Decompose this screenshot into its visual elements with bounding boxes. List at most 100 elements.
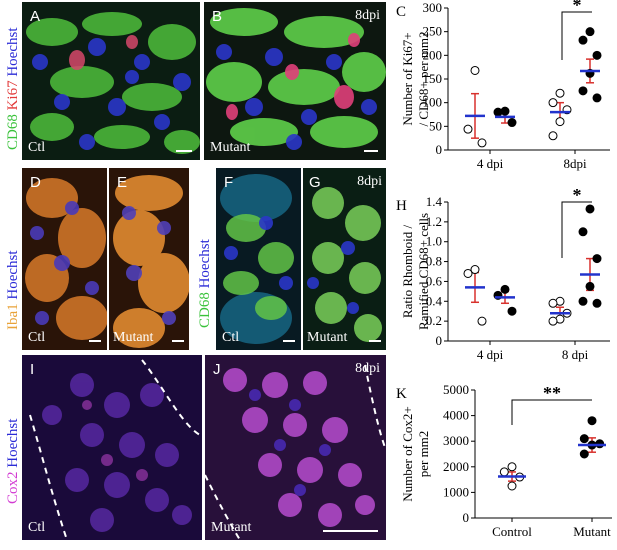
data-point-control [470, 65, 480, 75]
panel-label: K [396, 386, 407, 402]
stain-cox2: Cox2 [5, 471, 21, 504]
panel-label-j: J [213, 361, 221, 378]
data-point-mutant [592, 298, 602, 308]
y-tick-label: 200 [423, 47, 443, 62]
stain-cd68: CD68 [197, 292, 213, 328]
data-point-control [477, 138, 487, 148]
data-point-mutant [585, 281, 595, 291]
data-point-mutant [592, 254, 602, 264]
data-point-control [477, 316, 487, 326]
data-point-control [507, 481, 517, 491]
row1-stain-label: CD68 Ki67 Hoechst [5, 28, 22, 151]
stain-hoechst: Hoechst [5, 27, 21, 77]
data-point-control [499, 467, 509, 477]
y-axis-label-line1: Ratio Rhomboid / [400, 225, 415, 319]
data-point-mutant [578, 86, 588, 96]
data-point-mutant [592, 50, 602, 60]
panel-label-b: B [212, 8, 223, 25]
data-point-mutant [578, 296, 588, 306]
condition-label-e: Mutant [113, 330, 154, 345]
data-point-mutant [579, 449, 589, 459]
data-point-mutant [592, 93, 602, 103]
scale-bar-j [323, 530, 378, 532]
data-point-control [555, 117, 565, 127]
y-axis-label-line2: / CD68+ per mm2 [416, 31, 431, 126]
stain-cd68: CD68 [5, 114, 21, 150]
y-tick-label: 0.6 [426, 273, 443, 288]
scale-bar-f [283, 340, 295, 342]
scale-bar-g [369, 340, 381, 342]
y-tick-label: 0.8 [426, 254, 442, 269]
y-tick-label: 50 [429, 118, 442, 133]
micrograph-panel-a: A Ctl [22, 2, 200, 160]
y-tick-label: 250 [423, 24, 443, 39]
condition-label-f: Ctl [222, 330, 240, 345]
x-tick-label: 4 dpi [477, 347, 504, 362]
y-axis-label-group: Ratio Rhomboid / Ramified CD68+ cells [400, 213, 431, 330]
panel-label-d: D [30, 174, 41, 191]
chart-k-cox2: K Number of Cox2+ per mm2 0 1000 2000 3000 4000… [396, 382, 612, 539]
stain-hoechst: Hoechst [197, 239, 213, 289]
y-tick-label: 100 [423, 95, 443, 110]
data-point-control [548, 98, 558, 108]
data-point-mutant [595, 439, 605, 449]
y-tick-label: 0 [436, 333, 443, 348]
data-point-mutant [578, 227, 588, 237]
data-point-control [507, 462, 517, 472]
data-point-mutant [585, 204, 595, 214]
y-axis-label-line1: Number of Ki67+ [400, 32, 415, 125]
stain-hoechst: Hoechst [5, 418, 21, 468]
significance-bracket [561, 201, 592, 258]
data-point-control [548, 316, 558, 326]
y-tick-label: 2000 [443, 459, 469, 474]
y-tick-label: 300 [423, 0, 443, 15]
panel-label-i: I [30, 361, 35, 378]
data-point-mutant [579, 434, 589, 444]
significance-marker: ** [543, 383, 561, 403]
data-point-mutant [493, 107, 503, 117]
scale-bar-a [176, 150, 192, 152]
y-tick-label: 1000 [443, 484, 469, 499]
time-label-j: 8dpi [355, 361, 380, 376]
y-tick-label: 0.2 [426, 313, 442, 328]
y-tick-label: 4000 [443, 408, 469, 423]
y-tick-label: 5000 [443, 382, 469, 397]
y-axis-label-line1: Number of Cox2+ [400, 406, 415, 501]
stain-iba1: Iba1 [5, 303, 21, 330]
row3-stain-label: Cox2 Hoechst [5, 419, 22, 504]
data-point-mutant [585, 27, 595, 37]
y-tick-label: 0 [463, 510, 470, 525]
y-tick-label: 1.2 [426, 214, 442, 229]
panel-label: C [396, 4, 406, 20]
significance-marker: * [573, 185, 582, 205]
stain-ki67: Ki67 [5, 80, 21, 111]
data-point-mutant [587, 416, 597, 426]
micrograph-panel-b: B 8dpi Mutant [204, 2, 386, 160]
data-point-control [555, 88, 565, 98]
chart-c-ki67-cd68: C Number of Ki67+ / CD68+ per mm2 0 50 100 150… [396, 0, 610, 171]
x-tick-label: 8 dpi [562, 347, 589, 362]
condition-label-i: Ctl [28, 520, 46, 535]
y-axis-label-group: Number of Ki67+ / CD68+ per mm2 [400, 31, 431, 126]
panel-label-f: F [224, 174, 234, 191]
row2-iba-stain-label: Iba1 Hoechst [5, 250, 22, 330]
condition-label-g: Mutant [307, 330, 348, 345]
y-tick-label: 150 [423, 71, 443, 86]
y-axis-label-line2: per mm2 [416, 431, 431, 478]
significance-bracket [561, 11, 592, 60]
panel-label-e: E [117, 174, 128, 191]
y-tick-label: 0.4 [426, 293, 443, 308]
time-label-b: 8dpi [355, 8, 380, 23]
data-point-mutant [507, 118, 517, 128]
condition-label-d: Ctl [28, 330, 46, 345]
significance-marker: * [573, 0, 582, 15]
condition-label-a: Ctl [28, 140, 46, 155]
micrograph-panel-f: F Ctl [216, 168, 301, 350]
x-tick-label: 8dpi [563, 156, 587, 171]
x-tick-label: Mutant [573, 524, 611, 539]
micrograph-panel-g: G 8dpi Mutant [303, 168, 386, 350]
data-point-control [463, 124, 473, 134]
condition-label-b: Mutant [210, 140, 251, 155]
stain-hoechst: Hoechst [5, 250, 21, 300]
